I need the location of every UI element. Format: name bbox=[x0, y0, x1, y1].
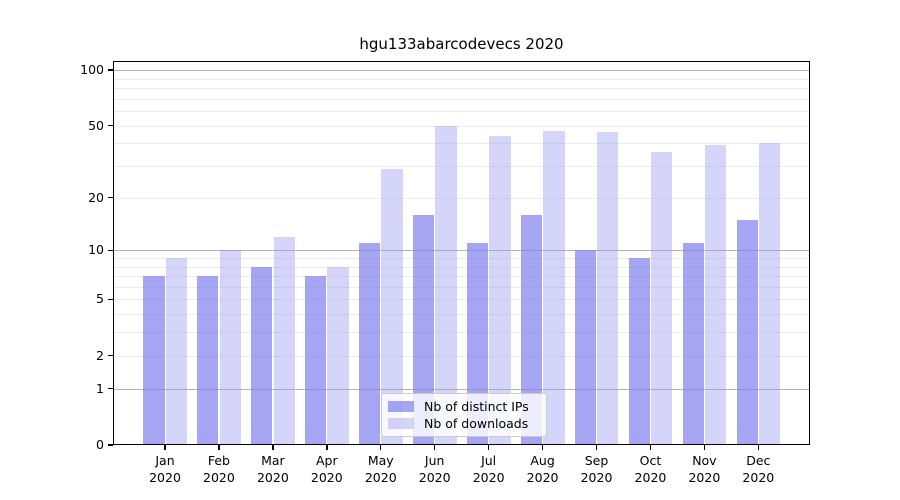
x-tick-mark bbox=[487, 445, 490, 450]
bar-ips-oct bbox=[628, 258, 651, 444]
chart-title: hgu133abarcodevecs 2020 bbox=[359, 35, 564, 53]
y-tick-mark bbox=[108, 69, 113, 71]
gridline-minor bbox=[114, 197, 809, 199]
x-tick-mark bbox=[649, 445, 652, 450]
y-tick-label: 1 bbox=[96, 380, 104, 396]
legend-swatch-downloads bbox=[388, 418, 414, 429]
y-tick-label: 20 bbox=[88, 189, 104, 205]
x-tick-mark bbox=[595, 445, 598, 450]
x-tick-mark bbox=[326, 445, 328, 450]
bar-ips-feb bbox=[197, 276, 219, 444]
x-tick-mark bbox=[380, 445, 382, 450]
bar-ips-nov bbox=[682, 243, 704, 444]
bar-downloads-dec bbox=[758, 143, 781, 444]
x-tick-label: Nov 2020 bbox=[688, 453, 721, 485]
gridline-minor bbox=[114, 98, 809, 100]
y-tick-mark bbox=[108, 444, 113, 446]
y-tick-mark bbox=[108, 249, 113, 251]
plot-area bbox=[113, 61, 810, 445]
legend-item-distinct-ips: Nb of distinct IPs bbox=[388, 399, 538, 414]
gridline-minor bbox=[114, 88, 809, 90]
gridline-minor bbox=[114, 125, 809, 127]
legend: Nb of distinct IPs Nb of downloads bbox=[381, 393, 547, 437]
x-tick-label: Jul 2020 bbox=[472, 453, 505, 485]
bar-downloads-apr bbox=[327, 266, 349, 444]
x-tick-mark bbox=[541, 445, 544, 450]
gridline-major bbox=[114, 70, 809, 72]
x-tick-label: Sep 2020 bbox=[580, 453, 613, 485]
bar-ips-may bbox=[359, 243, 381, 444]
x-tick-mark bbox=[272, 445, 274, 450]
bar-ips-dec bbox=[736, 219, 758, 444]
y-tick-mark bbox=[108, 355, 113, 357]
y-tick-label: 2 bbox=[96, 347, 104, 363]
y-tick-mark bbox=[108, 124, 113, 127]
legend-item-downloads: Nb of downloads bbox=[388, 416, 538, 431]
y-tick-label: 10 bbox=[88, 242, 104, 258]
x-tick-label: Dec 2020 bbox=[742, 453, 775, 485]
x-tick-mark bbox=[434, 445, 436, 450]
gridline-major bbox=[114, 250, 809, 252]
gridline-minor bbox=[114, 266, 809, 268]
gridline-minor bbox=[114, 258, 809, 259]
legend-swatch-distinct-ips bbox=[388, 401, 414, 412]
bar-downloads-mar bbox=[273, 236, 295, 444]
y-tick-mark bbox=[108, 388, 113, 390]
x-tick-label: Oct 2020 bbox=[634, 453, 667, 485]
legend-label-distinct-ips: Nb of distinct IPs bbox=[424, 399, 529, 414]
bar-ips-jun bbox=[412, 214, 435, 444]
gridline-minor bbox=[114, 299, 809, 301]
x-tick-label: May 2020 bbox=[364, 453, 397, 485]
gridline-major bbox=[114, 388, 809, 390]
bar-downloads-jan bbox=[165, 258, 187, 444]
y-tick-label: 100 bbox=[80, 62, 104, 78]
x-tick-mark bbox=[757, 445, 760, 450]
gridline-minor bbox=[114, 111, 809, 113]
bar-downloads-jul bbox=[489, 135, 511, 444]
x-tick-mark bbox=[703, 445, 706, 450]
gridline-minor bbox=[114, 166, 809, 168]
bar-downloads-sep bbox=[597, 132, 619, 444]
x-tick-label: Feb 2020 bbox=[203, 453, 235, 485]
bar-downloads-feb bbox=[219, 250, 241, 444]
bar-ips-aug bbox=[520, 214, 543, 444]
bar-downloads-jun bbox=[435, 125, 457, 444]
x-tick-label: Aug 2020 bbox=[526, 453, 559, 485]
bar-downloads-oct bbox=[651, 151, 673, 444]
x-tick-label: Jan 2020 bbox=[149, 453, 181, 485]
gridline-minor bbox=[114, 78, 809, 80]
bar-ips-apr bbox=[305, 276, 327, 444]
y-tick-label: 5 bbox=[96, 291, 104, 307]
y-tick-label: 50 bbox=[88, 117, 104, 133]
gridline-minor bbox=[114, 276, 809, 278]
bar-downloads-may bbox=[381, 168, 403, 444]
bar-downloads-nov bbox=[705, 145, 727, 444]
gridline-minor bbox=[114, 355, 809, 357]
gridline-minor bbox=[114, 143, 809, 145]
legend-label-downloads: Nb of downloads bbox=[424, 416, 529, 431]
gridline-minor bbox=[114, 286, 809, 288]
gridline-minor bbox=[114, 314, 809, 316]
x-tick-label: Jun 2020 bbox=[418, 453, 451, 485]
y-tick-mark bbox=[108, 197, 113, 199]
x-tick-mark bbox=[164, 445, 166, 450]
gridline-minor bbox=[114, 332, 809, 334]
bar-ips-jan bbox=[143, 276, 165, 444]
x-tick-label: Mar 2020 bbox=[256, 453, 289, 485]
bar-ips-sep bbox=[574, 250, 597, 444]
y-tick-label: 0 bbox=[96, 437, 104, 452]
bar-ips-mar bbox=[251, 266, 273, 444]
x-tick-mark bbox=[218, 445, 220, 450]
bar-downloads-aug bbox=[543, 130, 565, 444]
y-tick-mark bbox=[108, 298, 113, 301]
x-tick-label: Apr 2020 bbox=[310, 453, 343, 485]
